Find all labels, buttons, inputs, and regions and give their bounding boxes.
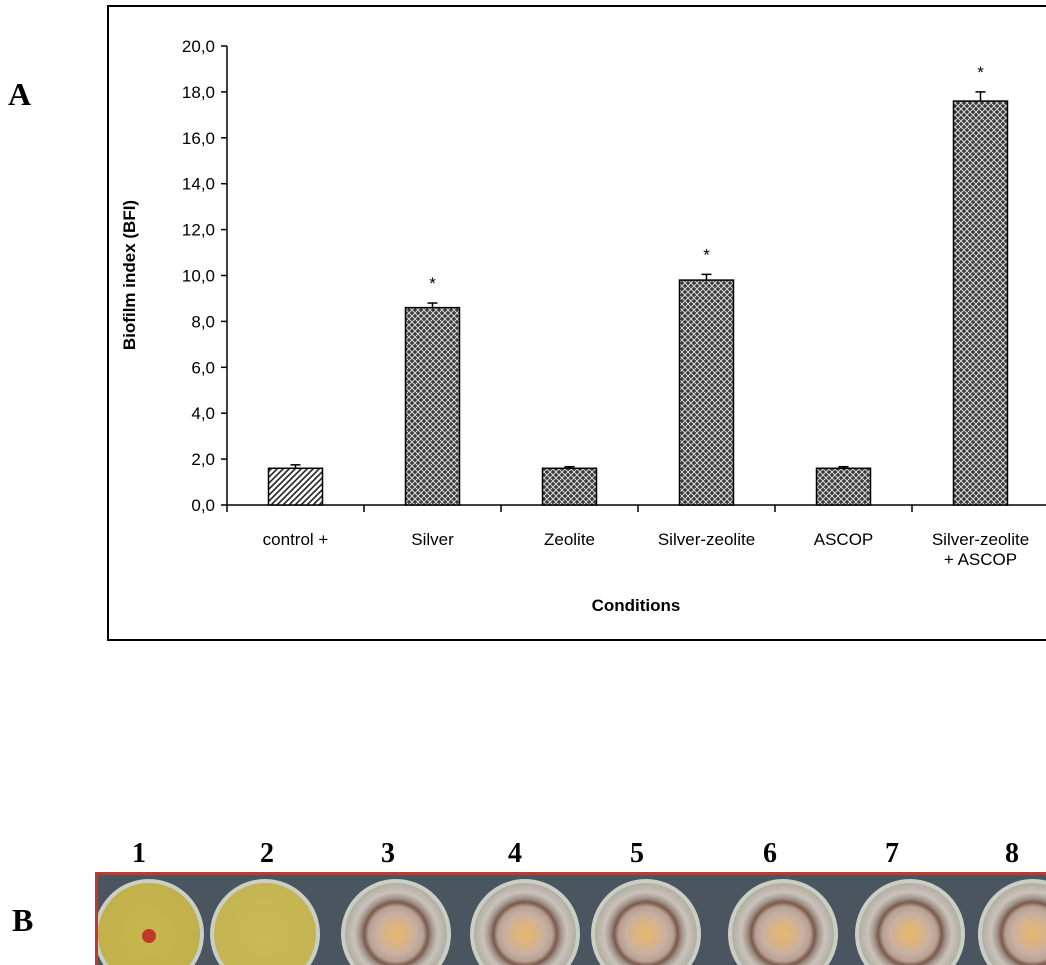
- well-plate-photo: [95, 872, 1046, 965]
- significance-mark: *: [429, 274, 436, 293]
- y-tick-label: 16,0: [182, 129, 215, 148]
- x-category-label: Silver: [411, 530, 454, 549]
- well-number-label: 7: [885, 838, 899, 869]
- y-tick-label: 10,0: [182, 267, 215, 286]
- well-number-label: 1: [132, 838, 146, 869]
- y-tick-label: 0,0: [191, 496, 215, 515]
- well-2: [210, 879, 320, 965]
- bar-chart: 0,0 2,0 4,0 6,0 8,0 10,0 12,0 14,0 16,0 18,0 20,0 c…: [120, 37, 1046, 615]
- bar: [952, 100, 1009, 506]
- well-number-label: 8: [1005, 838, 1019, 869]
- x-category-label: Silver-zeolite: [658, 530, 755, 549]
- x-axis-title: Conditions: [592, 596, 681, 615]
- y-tick-label: 18,0: [182, 83, 215, 102]
- y-tick-label: 14,0: [182, 175, 215, 194]
- bar: [678, 279, 735, 506]
- y-tick-label: 20,0: [182, 37, 215, 56]
- y-tick-label: 8,0: [191, 312, 215, 331]
- well-7: [855, 879, 965, 965]
- panel-a-label: A: [8, 76, 32, 112]
- significance-mark: *: [703, 245, 710, 264]
- well-1: [98, 879, 204, 965]
- bar: [815, 467, 872, 506]
- x-category-label: Zeolite: [544, 530, 595, 549]
- y-tick-label: 4,0: [191, 404, 215, 423]
- well-number-label: 3: [381, 838, 395, 869]
- y-tick-label: 6,0: [191, 358, 215, 377]
- well-8: [978, 879, 1046, 965]
- well-number-label: 2: [260, 838, 274, 869]
- bar: [404, 306, 461, 506]
- well-4: [470, 879, 580, 965]
- y-tick-label: 12,0: [182, 221, 215, 240]
- y-axis-title: Biofilm index (BFI): [120, 200, 139, 350]
- x-category-label: ASCOP: [814, 530, 874, 549]
- panel-b-label: B: [12, 902, 34, 938]
- well-5: [591, 879, 701, 965]
- well-3: [341, 879, 451, 965]
- bar: [267, 467, 324, 506]
- well-1-spot: [142, 929, 156, 943]
- well-6: [728, 879, 838, 965]
- bar: [541, 467, 598, 506]
- well-number-label: 4: [508, 838, 522, 869]
- well-number-label: 5: [630, 838, 644, 869]
- x-category-label: + ASCOP: [944, 550, 1017, 569]
- y-tick-label: 2,0: [191, 450, 215, 469]
- x-category-label: Silver-zeolite: [932, 530, 1029, 549]
- significance-mark: *: [977, 63, 984, 82]
- chart-frame: 0,0 2,0 4,0 6,0 8,0 10,0 12,0 14,0 16,0 18,0 20,0 c…: [107, 5, 1046, 641]
- well-number-label: 6: [763, 838, 777, 869]
- x-category-label: control +: [263, 530, 329, 549]
